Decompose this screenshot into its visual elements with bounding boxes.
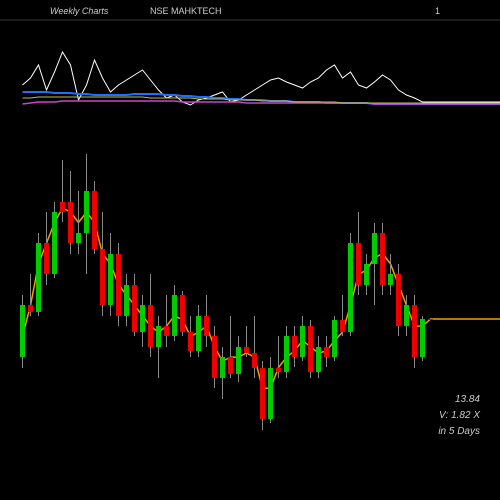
info-panel: 13.84 V: 1.82 X in 5 Days <box>438 392 480 440</box>
current-price: 13.84 <box>438 392 480 408</box>
volume-label: V: 1.82 X <box>438 408 480 424</box>
period-label: in 5 Days <box>438 424 480 440</box>
candlestick-chart <box>0 20 500 460</box>
